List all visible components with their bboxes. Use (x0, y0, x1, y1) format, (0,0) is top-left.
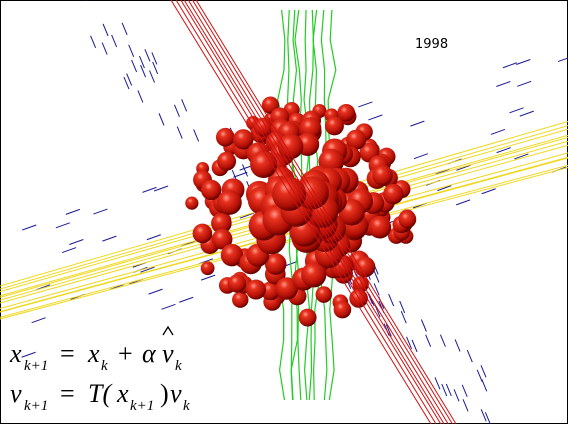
particle (334, 301, 352, 319)
particle (228, 274, 246, 292)
eq-op: = (60, 339, 75, 368)
particle (232, 292, 248, 308)
eq-sub: k (175, 358, 182, 374)
eq-term: x (9, 339, 22, 368)
particle (372, 165, 393, 186)
eq-term: x (116, 379, 129, 408)
particle (250, 151, 277, 178)
particle (299, 309, 317, 327)
eq-op: + (118, 339, 133, 368)
eq-sub: k (183, 398, 190, 414)
particle (216, 128, 235, 147)
eq-term: T( (88, 379, 112, 408)
eq-term: v (10, 379, 22, 408)
particle (193, 224, 213, 244)
particle (383, 184, 403, 204)
particle (217, 152, 236, 171)
particle (185, 197, 198, 210)
particle (369, 216, 392, 239)
eq-term: v (170, 379, 182, 408)
particle (217, 190, 242, 215)
particle (316, 286, 333, 303)
eq-term: v (162, 339, 174, 368)
particle (201, 261, 215, 275)
particle (325, 116, 344, 135)
eq-op: = (60, 379, 75, 408)
particle (398, 210, 416, 228)
eq-term: x (87, 339, 100, 368)
eq-sub: k (101, 358, 108, 374)
year-label: 1998 (415, 37, 448, 52)
eq-sub: k+1 (24, 398, 48, 414)
eq-sub: k+1 (24, 358, 48, 374)
eq-term: ) (160, 379, 169, 408)
particle (246, 280, 266, 300)
eq-sub: k+1 (130, 398, 154, 414)
screenshot: 1998 x k+1 = x k + α v k v k+1 = T( x k+… (0, 0, 568, 424)
particle (272, 177, 306, 211)
eq-term: α (142, 339, 157, 368)
particle (278, 134, 303, 159)
particle (355, 257, 376, 278)
